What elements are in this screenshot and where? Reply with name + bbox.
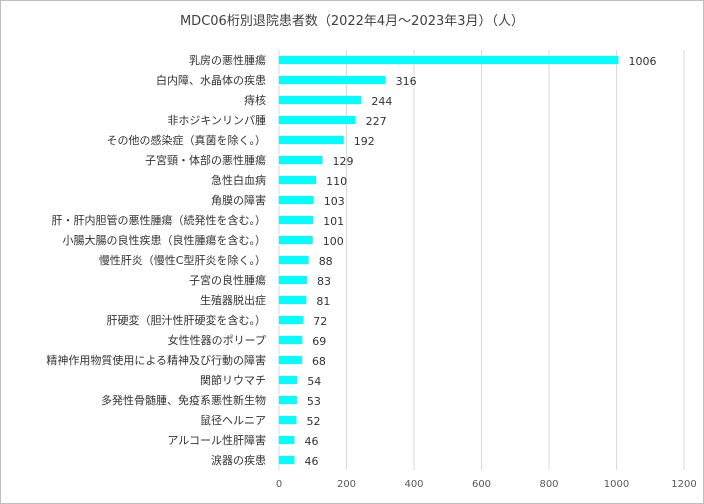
data-label: 68 — [312, 355, 326, 368]
category-label: 痔核 — [244, 93, 266, 107]
bar — [279, 356, 302, 364]
data-label: 88 — [319, 255, 333, 268]
data-label: 52 — [307, 415, 321, 428]
category-label: 涙器の疾患 — [211, 453, 266, 467]
category-label: 肝硬変（胆汁性肝硬変を含む。） — [107, 313, 267, 327]
data-label: 83 — [317, 275, 331, 288]
data-label: 110 — [326, 175, 347, 188]
bar — [279, 176, 317, 184]
bar — [279, 96, 362, 104]
data-label: 46 — [305, 435, 319, 448]
category-label: 乳房の悪性腫瘍 — [189, 53, 266, 67]
data-label: 1006 — [629, 55, 657, 68]
x-tick-label: 200 — [337, 479, 356, 490]
data-label: 46 — [305, 455, 319, 468]
x-tick-label: 0 — [276, 479, 282, 490]
bar — [279, 436, 295, 444]
chart-title: MDC06桁別退院患者数（2022年4月～2023年3月）（人） — [179, 14, 525, 29]
bar — [279, 276, 308, 284]
data-label: 129 — [333, 155, 354, 168]
data-label: 316 — [396, 75, 417, 88]
data-label: 81 — [316, 295, 330, 308]
bar — [279, 316, 304, 324]
bar — [279, 116, 356, 124]
bar — [279, 376, 298, 384]
bar — [279, 216, 314, 224]
category-label: その他の感染症（真菌を除く。） — [107, 133, 267, 147]
bar — [279, 136, 344, 144]
category-label: 角膜の障害 — [211, 193, 266, 207]
category-label: 多発性骨髄腫、免疫系悪性新生物 — [101, 393, 266, 407]
bar — [279, 296, 307, 304]
category-label: 精神作用物質使用による精神及び行動の障害 — [46, 353, 266, 367]
data-label: 101 — [323, 215, 344, 228]
category-label: 肝・肝内胆管の悪性腫瘍（続発性を含む。） — [52, 213, 267, 227]
bar — [279, 196, 314, 204]
category-label: 子宮頸・体部の悪性腫瘍 — [145, 153, 266, 167]
bar — [279, 56, 619, 64]
x-tick-label: 400 — [404, 479, 423, 490]
data-label: 72 — [313, 315, 327, 328]
bar — [279, 76, 386, 84]
x-tick-label: 600 — [472, 479, 491, 490]
category-label: 小腸大腸の良性疾患（良性腫瘍を含む。） — [63, 233, 267, 247]
bar — [279, 156, 323, 164]
bar — [279, 416, 297, 424]
bar — [279, 236, 313, 244]
data-label: 103 — [324, 195, 345, 208]
x-tick-label: 800 — [539, 479, 558, 490]
category-label: 女性性器のポリープ — [168, 333, 266, 347]
category-label: 白内障、水晶体の疾患 — [156, 73, 266, 87]
bar — [279, 256, 309, 264]
data-label: 244 — [371, 95, 392, 108]
data-label: 53 — [307, 395, 321, 408]
data-label: 54 — [307, 375, 321, 388]
bar — [279, 336, 303, 344]
data-label: 69 — [312, 335, 326, 348]
data-label: 100 — [323, 235, 344, 248]
x-tick-label: 1200 — [671, 479, 696, 490]
bar — [279, 396, 297, 404]
bar — [279, 456, 295, 464]
category-label: 子宮の良性腫瘍 — [189, 273, 266, 287]
category-label: 鼠径ヘルニア — [200, 413, 266, 427]
category-label: 生殖器脱出症 — [200, 293, 266, 307]
category-label: 非ホジキンリンパ腫 — [167, 113, 266, 127]
category-label: アルコール性肝障害 — [167, 433, 266, 447]
data-label: 227 — [366, 115, 387, 128]
category-label: 慢性肝炎（慢性C型肝炎を除く。） — [99, 253, 266, 267]
category-label: 急性白血病 — [211, 173, 266, 187]
data-label: 192 — [354, 135, 375, 148]
category-label: 関節リウマチ — [200, 373, 266, 387]
x-tick-label: 1000 — [604, 479, 629, 490]
